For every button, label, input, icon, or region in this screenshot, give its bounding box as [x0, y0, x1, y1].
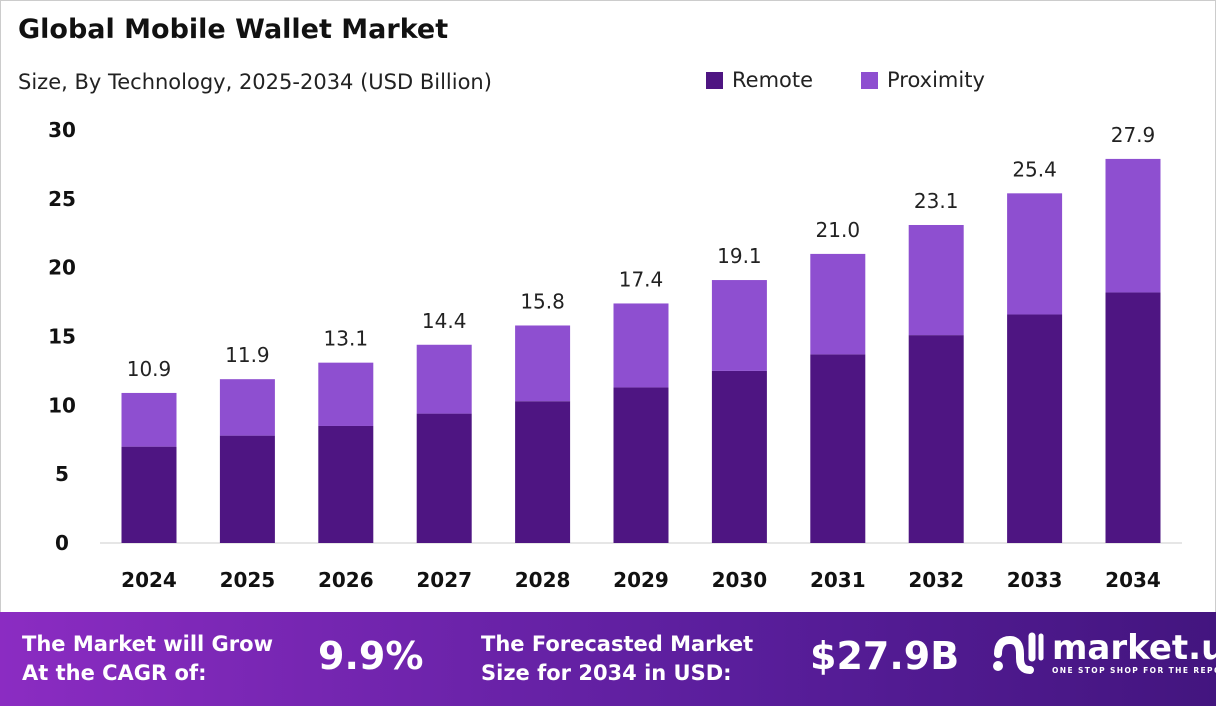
bar-segment-proximity	[908, 224, 964, 336]
bar-segment-remote	[219, 435, 275, 543]
bar-segment-remote	[810, 354, 866, 543]
bar-segment-remote	[318, 425, 374, 543]
total-label: 11.9	[225, 343, 270, 367]
legend-label: Remote	[732, 68, 814, 92]
logo-name: market.us	[1052, 627, 1216, 668]
bar-segment-remote	[121, 446, 177, 543]
total-label: 27.9	[1111, 123, 1156, 147]
total-label: 15.8	[520, 289, 565, 313]
bar-segment-remote	[711, 370, 767, 543]
bar-segment-remote	[416, 413, 472, 543]
total-label: 23.1	[914, 189, 959, 213]
cagr-value: 9.9%	[318, 634, 424, 678]
bar-segment-proximity	[1007, 193, 1063, 315]
y-tick-label: 25	[48, 187, 76, 211]
x-tick-label: 2029	[613, 568, 669, 592]
market-us-logo: market.usONE STOP SHOP FOR THE REPORTS	[992, 628, 1216, 676]
bar-segment-remote	[1007, 314, 1063, 543]
bar-segment-remote	[613, 387, 669, 543]
x-tick-label: 2034	[1105, 568, 1161, 592]
total-label: 25.4	[1012, 157, 1057, 181]
y-tick-label: 20	[48, 256, 76, 280]
forecast-value: $27.9B	[810, 634, 960, 678]
total-label: 14.4	[422, 309, 467, 333]
x-tick-label: 2031	[810, 568, 866, 592]
legend-item-remote: Remote	[706, 68, 813, 92]
logo-icon	[993, 632, 1044, 674]
y-tick-label: 0	[55, 531, 69, 555]
legend-swatch	[861, 71, 878, 89]
y-tick-label: 15	[48, 325, 76, 349]
bar-segment-proximity	[416, 344, 472, 414]
chart-title: Global Mobile Wallet Market	[18, 14, 449, 45]
y-tick-label: 5	[55, 462, 69, 486]
forecast-label: The Forecasted Market	[481, 632, 754, 656]
bar-segment-proximity	[121, 392, 177, 447]
x-tick-label: 2026	[318, 568, 374, 592]
x-tick-label: 2025	[220, 568, 276, 592]
y-tick-label: 10	[48, 393, 76, 417]
bar-segment-proximity	[810, 253, 866, 355]
legend-item-proximity: Proximity	[861, 68, 985, 92]
x-tick-label: 2024	[121, 568, 177, 592]
bar-segment-proximity	[219, 379, 275, 436]
bar-segment-remote	[1105, 292, 1161, 543]
chart-plot: 05101520253010.9202411.9202513.1202614.4…	[48, 118, 1182, 592]
legend-label: Proximity	[887, 68, 985, 92]
bar-segment-remote	[908, 335, 964, 543]
bar-segment-proximity	[613, 303, 669, 388]
bar-segment-proximity	[1105, 158, 1161, 293]
bar-segment-remote	[515, 401, 571, 543]
total-label: 19.1	[717, 244, 762, 268]
x-tick-label: 2027	[416, 568, 472, 592]
chart-subtitle: Size, By Technology, 2025-2034 (USD Bill…	[18, 70, 492, 94]
x-tick-label: 2032	[908, 568, 964, 592]
bar-segment-proximity	[711, 280, 767, 371]
total-label: 17.4	[619, 267, 664, 291]
footer-banner: The Market will Grow At the CAGR of: 9.9%…	[0, 612, 1216, 706]
y-tick-label: 30	[48, 118, 76, 142]
legend-swatch	[706, 71, 723, 89]
total-label: 10.9	[127, 357, 172, 381]
bar-segment-proximity	[318, 362, 374, 426]
bar-segment-proximity	[515, 325, 571, 402]
forecast-label: Size for 2034 in USD:	[481, 661, 732, 685]
total-label: 13.1	[324, 327, 369, 351]
cagr-label: The Market will Grow	[22, 632, 273, 656]
logo-tagline: ONE STOP SHOP FOR THE REPORTS	[1052, 665, 1216, 675]
cagr-label: At the CAGR of:	[22, 661, 207, 685]
x-tick-label: 2028	[515, 568, 571, 592]
total-label: 21.0	[816, 218, 861, 242]
x-tick-label: 2033	[1007, 568, 1063, 592]
x-tick-label: 2030	[712, 568, 768, 592]
